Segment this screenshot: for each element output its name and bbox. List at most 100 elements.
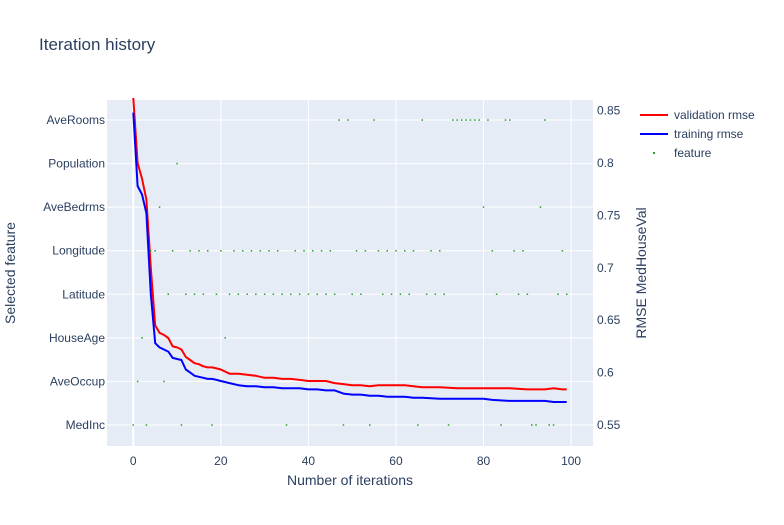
- feature-point: [487, 119, 489, 121]
- feature-point: [452, 119, 454, 121]
- legend-label-feature: feature: [674, 146, 712, 160]
- feature-point: [404, 250, 406, 252]
- chart-marks: [132, 97, 568, 426]
- feature-point: [329, 250, 331, 252]
- feature-point: [478, 119, 480, 121]
- feature-point: [171, 250, 174, 252]
- feature-point: [544, 119, 546, 121]
- feature-point: [504, 119, 507, 121]
- feature-point: [526, 293, 529, 295]
- legend-swatch-feature: [653, 152, 655, 154]
- feature-point: [369, 424, 371, 426]
- feature-point: [417, 424, 419, 426]
- left-tick-label: AveOccup: [50, 374, 105, 388]
- right-tick-label: 0.7: [597, 261, 614, 275]
- feature-point: [320, 250, 323, 252]
- feature-point: [412, 250, 415, 252]
- feature-point: [246, 293, 248, 295]
- right-tick-label: 0.6: [597, 366, 614, 380]
- right-tick-label: 0.75: [597, 208, 621, 222]
- feature-point: [377, 250, 380, 252]
- right-tick-label: 0.85: [597, 103, 621, 117]
- feature-point: [460, 119, 463, 121]
- feature-point: [552, 424, 555, 426]
- feature-point: [215, 293, 218, 295]
- feature-point: [158, 206, 161, 208]
- feature-point: [154, 250, 156, 252]
- feature-point: [360, 293, 362, 295]
- validation-rmse-line: [132, 97, 567, 391]
- feature-point: [509, 119, 511, 121]
- grid-lines: [107, 100, 593, 446]
- feature-point: [535, 424, 537, 426]
- feature-point: [224, 337, 226, 339]
- feature-point: [469, 119, 472, 121]
- feature-point: [298, 293, 301, 295]
- feature-point: [465, 119, 467, 121]
- feature-point: [443, 293, 445, 295]
- feature-point: [255, 293, 257, 295]
- feature-point: [557, 293, 559, 295]
- feature-point: [439, 250, 441, 252]
- feature-point: [522, 250, 524, 252]
- feature-point: [382, 293, 384, 295]
- feature-point: [390, 293, 393, 295]
- feature-point: [242, 250, 244, 252]
- feature-point: [338, 119, 340, 121]
- feature-point: [434, 293, 437, 295]
- feature-point: [474, 119, 476, 121]
- feature-point: [333, 293, 336, 295]
- feature-point: [185, 293, 187, 295]
- right-tick-label: 0.55: [597, 418, 621, 432]
- feature-point: [316, 293, 318, 295]
- feature-point: [395, 250, 397, 252]
- feature-point: [351, 293, 353, 295]
- left-tick-label: AveRooms: [47, 113, 105, 127]
- left-tick-label: Latitude: [62, 287, 105, 301]
- left-tick-label: AveBedrms: [43, 200, 105, 214]
- feature-point: [259, 250, 261, 252]
- left-tick-label: MedInc: [66, 418, 105, 432]
- feature-point: [495, 293, 498, 295]
- feature-point: [145, 424, 148, 426]
- x-tick-label: 60: [389, 454, 403, 468]
- right-tick-label: 0.8: [597, 156, 614, 170]
- left-tick-label: Population: [48, 157, 105, 171]
- feature-point: [163, 380, 165, 383]
- x-axis-ticks: 0 20 40 60 80 100: [130, 454, 582, 468]
- feature-point: [193, 293, 196, 295]
- feature-point: [176, 162, 178, 165]
- feature-point: [303, 250, 305, 252]
- feature-point: [561, 250, 564, 252]
- x-tick-label: 100: [561, 454, 581, 468]
- feature-point: [285, 424, 288, 426]
- feature-point: [263, 293, 266, 295]
- right-axis-title: RMSE MedHouseVal: [633, 207, 649, 338]
- feature-point: [277, 250, 279, 252]
- feature-point: [482, 206, 485, 208]
- feature-point: [202, 293, 205, 295]
- feature-point: [220, 250, 222, 252]
- feature-point: [539, 206, 542, 208]
- feature-point: [430, 250, 432, 252]
- feature-point: [211, 424, 213, 426]
- legend[interactable]: validation rmse training rmse feature: [640, 108, 755, 160]
- feature-point: [425, 293, 428, 295]
- feature-point: [281, 293, 283, 295]
- feature-point: [307, 293, 310, 295]
- feature-point: [233, 250, 235, 252]
- training-rmse-line: [132, 112, 567, 403]
- feature-point: [228, 293, 231, 295]
- chart-title: Iteration history: [39, 35, 156, 54]
- left-tick-label: Longitude: [52, 244, 105, 258]
- feature-point: [312, 250, 314, 252]
- right-tick-label: 0.65: [597, 313, 621, 327]
- left-tick-label: HouseAge: [49, 331, 105, 345]
- feature-point: [325, 293, 327, 295]
- feature-point: [132, 424, 134, 426]
- feature-point: [167, 293, 169, 295]
- feature-point: [500, 424, 502, 426]
- feature-point: [180, 424, 183, 426]
- feature-point: [250, 250, 253, 252]
